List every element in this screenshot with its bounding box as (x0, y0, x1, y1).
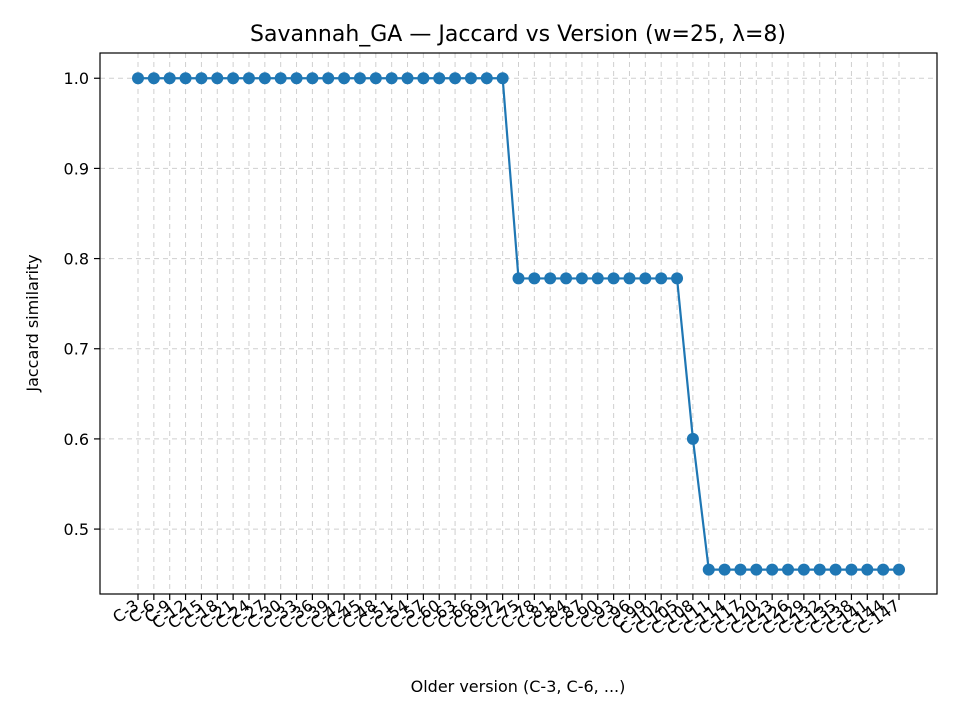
grid-layer (100, 53, 937, 594)
data-point (242, 72, 255, 85)
data-point (306, 72, 319, 85)
data-point (797, 563, 810, 576)
data-point (560, 272, 573, 285)
data-point (163, 72, 176, 85)
data-point (655, 272, 668, 285)
data-point (544, 272, 557, 285)
y-tick-label: 0.5 (64, 520, 89, 539)
data-point (623, 272, 636, 285)
data-point (829, 563, 842, 576)
chart-title: Savannah_GA — Jaccard vs Version (w=25, … (250, 22, 786, 47)
data-point (877, 563, 890, 576)
data-point (353, 72, 366, 85)
data-point (211, 72, 224, 85)
data-point (496, 72, 509, 85)
data-point (147, 72, 160, 85)
data-point (417, 72, 430, 85)
data-point (686, 432, 699, 445)
y-tick-label: 1.0 (64, 69, 89, 88)
data-point (750, 563, 763, 576)
y-tick-label: 0.7 (64, 340, 89, 359)
data-point (132, 72, 144, 85)
data-point (591, 272, 604, 285)
data-point (385, 72, 398, 85)
y-tick-label: 0.6 (64, 430, 89, 449)
data-point (433, 72, 446, 85)
data-point (258, 72, 271, 85)
data-point (607, 272, 620, 285)
data-point (813, 563, 826, 576)
data-point (639, 272, 652, 285)
data-point (734, 563, 747, 576)
data-point (338, 72, 351, 85)
y-axis-label: Jaccard similarity (23, 254, 42, 392)
data-point (575, 272, 588, 285)
data-point (782, 563, 795, 576)
data-point (861, 563, 874, 576)
data-point (227, 72, 240, 85)
data-point (401, 72, 414, 85)
data-point (528, 272, 541, 285)
y-tick-label: 0.8 (64, 250, 89, 269)
x-axis-label: Older version (C-3, C-6, ...) (411, 677, 626, 696)
data-point (179, 72, 192, 85)
data-point (512, 272, 525, 285)
data-point (702, 563, 715, 576)
data-point (274, 72, 287, 85)
data-point (449, 72, 462, 85)
data-point (480, 72, 493, 85)
data-point (766, 563, 779, 576)
data-point (671, 272, 684, 285)
series-layer (132, 72, 905, 576)
data-point (893, 563, 905, 576)
y-tick-label: 0.9 (64, 159, 89, 178)
data-point (464, 72, 477, 85)
data-point (322, 72, 335, 85)
data-point (718, 563, 731, 576)
data-point (369, 72, 382, 85)
axis-layer: C-3C-6C-9C-12C-15C-18C-21C-24C-27C-30C-3… (64, 69, 904, 638)
data-point (845, 563, 858, 576)
data-point (290, 72, 303, 85)
data-point (195, 72, 208, 85)
